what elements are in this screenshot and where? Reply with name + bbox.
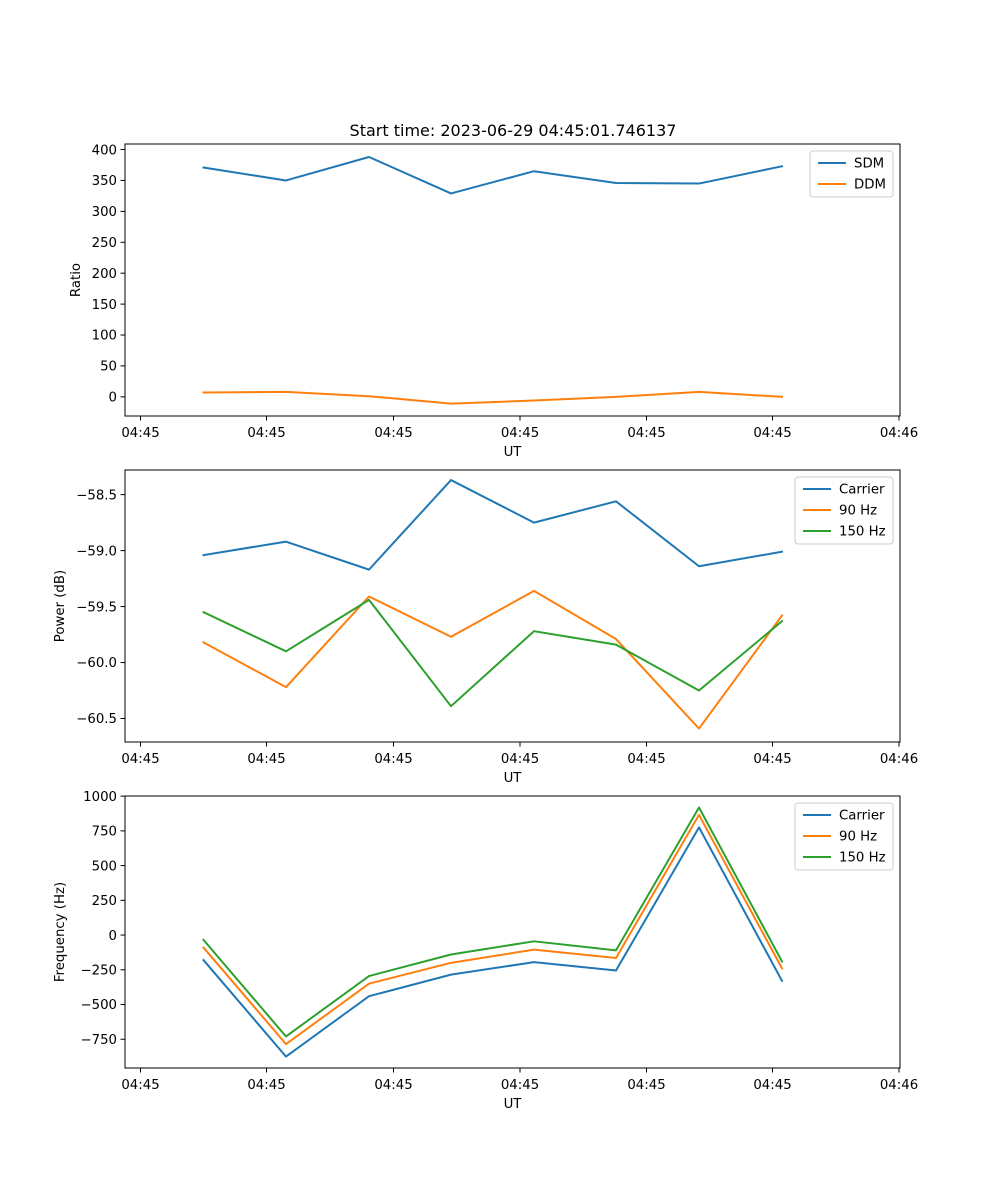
x-tick-label: 04:45	[247, 1078, 285, 1093]
legend-box	[794, 476, 894, 545]
legend: Carrier 90 Hz 150 Hz	[794, 476, 894, 545]
legend-label: 150 Hz	[839, 525, 886, 540]
y-tick-label: 200	[92, 267, 117, 282]
x-tick-label: 04:45	[121, 1078, 159, 1093]
x-tick-label: 04:45	[121, 426, 159, 441]
y-tick-label: −59.0	[76, 544, 117, 559]
y-tick-label: −58.5	[76, 488, 117, 503]
legend-label: Carrier	[839, 483, 885, 498]
legend-label: DDM	[854, 178, 886, 193]
y-tick-label: 0	[109, 391, 117, 406]
y-tick-label: 0	[109, 929, 117, 944]
x-tick-label: 04:46	[880, 426, 918, 441]
legend: SDM DDM	[809, 150, 894, 198]
x-axis-label: UT	[504, 445, 523, 460]
y-tick-label: 100	[92, 329, 117, 344]
axes-frame	[124, 469, 901, 743]
y-tick-label: 50	[100, 360, 117, 375]
chart-panel-3: 04:45 04:45 04:45 04:45 04:45 04:45 04:46 1000 7…	[53, 790, 918, 1112]
legend: Carrier 90 Hz 150 Hz	[794, 802, 894, 871]
x-tick-label: 04:46	[880, 1078, 918, 1093]
x-tick-label: 04:45	[753, 1078, 791, 1093]
legend-label: 90 Hz	[839, 830, 877, 845]
legend-label: 150 Hz	[839, 851, 886, 866]
panels: 04:45 04:45 04:45 04:45 04:45 04:45 04:46 0 50 10…	[53, 143, 918, 1112]
chart-panel-2: 04:45 04:45 04:45 04:45 04:45 04:45 04:46 −58.5…	[53, 469, 918, 786]
x-tick-label: 04:45	[374, 752, 412, 767]
y-tick-label: −250	[80, 963, 117, 978]
chart-panel-1: 04:45 04:45 04:45 04:45 04:45 04:45 04:46 0 50 10…	[69, 143, 918, 460]
x-tick-label: 04:45	[753, 426, 791, 441]
x-tick-label: 04:45	[501, 1078, 539, 1093]
y-tick-label: −750	[80, 1033, 117, 1048]
y-tick-label: −59.5	[76, 600, 117, 615]
y-tick-label: 500	[92, 859, 117, 874]
series-line-90-hz	[202, 589, 784, 730]
y-axis-label: Frequency (Hz)	[53, 882, 68, 982]
y-tick-label: −500	[80, 998, 117, 1013]
axes-frame	[124, 143, 901, 417]
x-tick-label: 04:45	[627, 752, 665, 767]
legend-label: 90 Hz	[839, 504, 877, 519]
y-tick-label: 250	[92, 236, 117, 251]
x-tick-label: 04:46	[880, 752, 918, 767]
y-tick-label: 350	[92, 174, 117, 189]
x-axis-label: UT	[504, 1097, 523, 1112]
x-tick-label: 04:45	[247, 426, 285, 441]
x-tick-label: 04:45	[121, 752, 159, 767]
series-line-carrier	[202, 479, 784, 571]
y-tick-label: 750	[92, 825, 117, 840]
y-tick-label: −60.0	[76, 656, 117, 671]
y-axis-label: Ratio	[69, 263, 84, 297]
y-tick-label: 150	[92, 298, 117, 313]
series-line-sdm	[202, 155, 784, 195]
legend-box	[794, 802, 894, 871]
y-tick-label: 1000	[83, 790, 117, 805]
x-tick-label: 04:45	[753, 752, 791, 767]
series-line-150-hz	[202, 806, 784, 1038]
series-line-90-hz	[202, 813, 784, 1046]
x-tick-label: 04:45	[374, 1078, 412, 1093]
axes-frame	[124, 795, 901, 1069]
legend-label: Carrier	[839, 809, 885, 824]
y-tick-label: −60.5	[76, 712, 117, 727]
y-tick-label: 250	[92, 894, 117, 909]
series-line-ddm	[202, 390, 784, 405]
y-tick-label: 400	[92, 143, 117, 158]
x-tick-label: 04:45	[627, 426, 665, 441]
x-tick-label: 04:45	[627, 1078, 665, 1093]
series-line-150-hz	[202, 598, 784, 708]
legend-label: SDM	[854, 157, 884, 172]
x-tick-label: 04:45	[247, 752, 285, 767]
chart-title: Start time: 2023-06-29 04:45:01.746137	[350, 121, 677, 140]
y-axis-label: Power (dB)	[53, 570, 68, 642]
x-tick-label: 04:45	[374, 426, 412, 441]
x-tick-label: 04:45	[501, 752, 539, 767]
series-line-carrier	[202, 826, 784, 1058]
x-axis-label: UT	[504, 771, 523, 786]
y-tick-label: 300	[92, 205, 117, 220]
x-tick-label: 04:45	[501, 426, 539, 441]
